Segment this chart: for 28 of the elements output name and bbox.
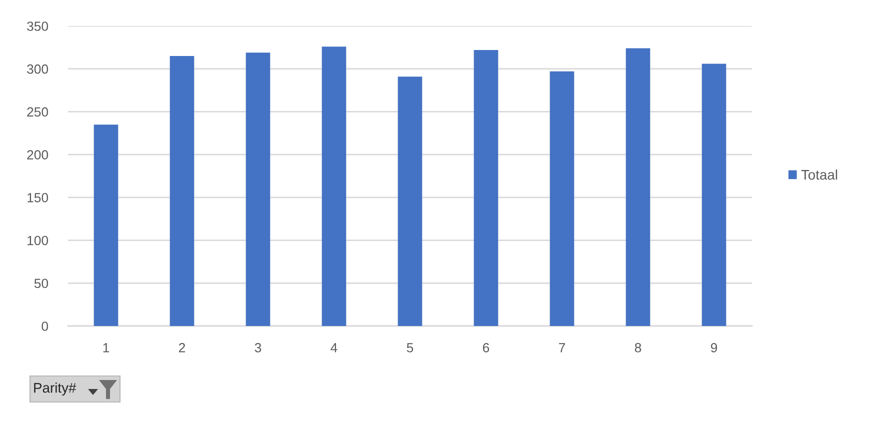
bar — [626, 48, 650, 326]
y-tick-label: 50 — [34, 278, 48, 288]
bar — [170, 56, 194, 326]
y-tick-label: 200 — [27, 150, 48, 160]
bar — [474, 50, 498, 326]
legend-label: Totaal — [801, 170, 838, 180]
x-axis-title: Parity# — [34, 382, 76, 396]
y-tick-label: 350 — [27, 22, 48, 31]
x-tick-label: 4 — [330, 343, 338, 352]
y-tick-label: 300 — [27, 64, 48, 74]
y-tick-label: 0 — [42, 322, 48, 331]
x-tick-label: 7 — [559, 343, 566, 352]
x-tick-label: 5 — [406, 343, 414, 352]
bar — [550, 71, 574, 326]
bar — [398, 76, 422, 326]
x-tick-label: 9 — [710, 343, 718, 352]
bar — [322, 46, 346, 326]
x-tick-label: 1 — [103, 343, 110, 352]
bar — [702, 64, 726, 326]
bar — [94, 124, 118, 326]
y-tick-label: 150 — [28, 192, 48, 202]
y-tick-label: 250 — [27, 107, 48, 117]
y-tick-label: 100 — [28, 236, 48, 246]
x-tick-label: 8 — [634, 343, 642, 352]
x-tick-label: 6 — [483, 343, 490, 352]
bar — [246, 52, 270, 326]
x-tick-label: 2 — [178, 343, 186, 352]
x-tick-label: 3 — [254, 343, 262, 352]
